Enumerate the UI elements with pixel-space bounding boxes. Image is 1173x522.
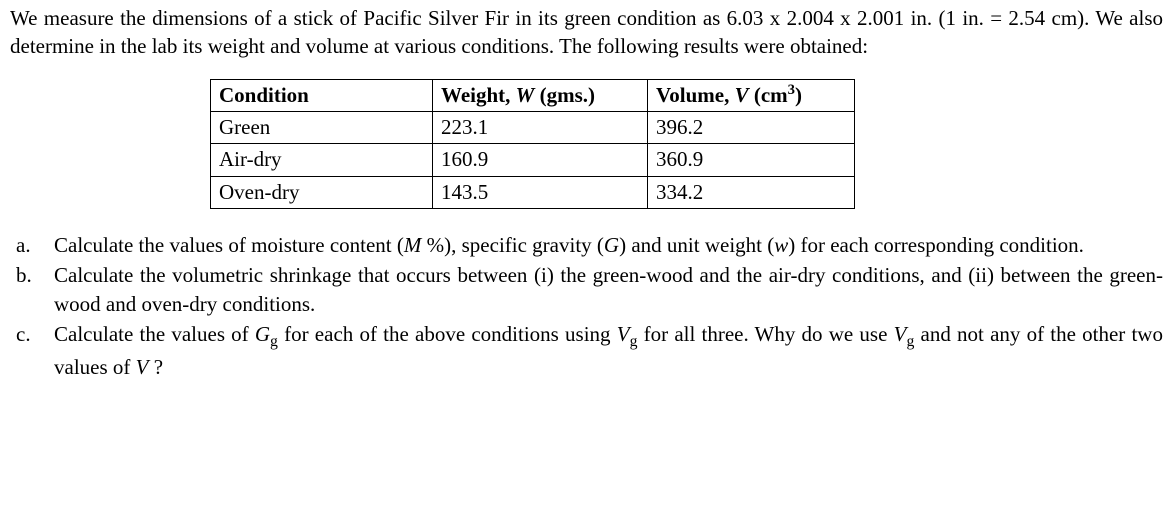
marker-c: c.	[10, 320, 54, 381]
cell-volume: 396.2	[648, 112, 855, 144]
qc-post: ?	[148, 355, 163, 379]
qc-v2-sym: V	[894, 322, 907, 346]
question-c-body: Calculate the values of Gg for each of t…	[54, 320, 1163, 381]
qa-w-sym: w	[774, 233, 788, 257]
header-weight-symbol: W	[516, 83, 535, 107]
table-row: Oven-dry 143.5 334.2	[211, 176, 855, 208]
question-b-body: Calculate the volumetric shrinkage that …	[54, 261, 1163, 318]
qc-pre: Calculate the values of	[54, 322, 255, 346]
header-volume-suffix-open: (cm	[749, 83, 788, 107]
cell-condition: Green	[211, 112, 433, 144]
intro-text: We measure the dimensions of a stick of …	[10, 6, 1163, 58]
marker-a: a.	[10, 231, 54, 259]
cell-condition: Oven-dry	[211, 176, 433, 208]
question-a: a. Calculate the values of moisture cont…	[10, 231, 1163, 259]
cell-weight: 223.1	[433, 112, 648, 144]
table-row: Green 223.1 396.2	[211, 112, 855, 144]
qc-g-sym: G	[255, 322, 270, 346]
qa-pre1: Calculate the values of moisture content…	[54, 233, 404, 257]
cell-condition: Air-dry	[211, 144, 433, 176]
qa-m-sym: M	[404, 233, 422, 257]
table-header-row: Condition Weight, W (gms.) Volume, V (cm…	[211, 79, 855, 111]
cell-volume: 334.2	[648, 176, 855, 208]
qc-mid1: for each of the above conditions using	[278, 322, 617, 346]
header-weight-suffix: (gms.)	[534, 83, 595, 107]
qa-mid2: ) and unit weight (	[619, 233, 774, 257]
qc-v3-sym: V	[136, 355, 149, 379]
cell-weight: 160.9	[433, 144, 648, 176]
table-row: Air-dry 160.9 360.9	[211, 144, 855, 176]
qc-v-sym: V	[617, 322, 630, 346]
header-weight: Weight, W (gms.)	[433, 79, 648, 111]
data-table-wrap: Condition Weight, W (gms.) Volume, V (cm…	[210, 79, 1163, 209]
question-a-body: Calculate the values of moisture content…	[54, 231, 1163, 259]
data-table: Condition Weight, W (gms.) Volume, V (cm…	[210, 79, 855, 209]
header-condition: Condition	[211, 79, 433, 111]
question-b: b. Calculate the volumetric shrinkage th…	[10, 261, 1163, 318]
header-weight-prefix: Weight,	[441, 83, 516, 107]
qa-g-sym: G	[604, 233, 619, 257]
header-volume-prefix: Volume,	[656, 83, 735, 107]
cell-weight: 143.5	[433, 176, 648, 208]
header-volume-suffix-close: )	[795, 83, 802, 107]
header-volume: Volume, V (cm3)	[648, 79, 855, 111]
marker-b: b.	[10, 261, 54, 318]
qa-mid1: ), specific gravity (	[444, 233, 604, 257]
question-c: c. Calculate the values of Gg for each o…	[10, 320, 1163, 381]
cell-volume: 360.9	[648, 144, 855, 176]
header-volume-sup: 3	[788, 82, 795, 98]
question-list: a. Calculate the values of moisture cont…	[10, 231, 1163, 381]
problem-statement: We measure the dimensions of a stick of …	[10, 4, 1163, 61]
page: We measure the dimensions of a stick of …	[0, 0, 1173, 403]
qc-mid2: for all three. Why do we use	[637, 322, 893, 346]
qa-post: ) for each corresponding condition.	[788, 233, 1084, 257]
qc-g-sub: g	[270, 333, 278, 350]
qa-m-pct: %	[421, 233, 444, 257]
header-volume-symbol: V	[735, 83, 749, 107]
